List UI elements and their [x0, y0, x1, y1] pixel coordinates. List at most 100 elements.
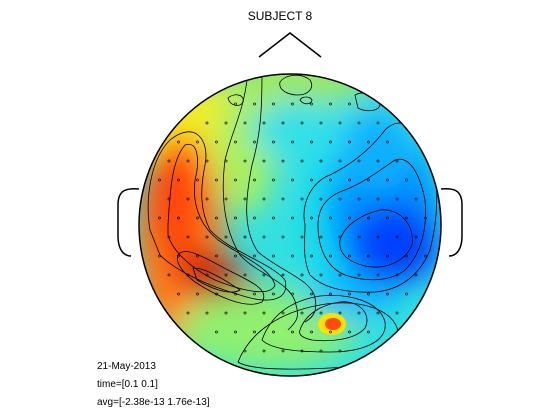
electrode-marker [215, 140, 218, 144]
electrode-marker [300, 273, 304, 277]
electrode-marker [234, 102, 237, 106]
electrode-marker [376, 197, 380, 201]
electrode-marker [310, 254, 313, 258]
electrode-marker [367, 216, 370, 220]
electrode-marker [338, 273, 342, 277]
electrode-marker [338, 349, 342, 353]
electrode-marker [310, 102, 313, 106]
electrode-marker [234, 216, 237, 220]
electrode-marker [367, 140, 370, 144]
electrode-marker [300, 349, 304, 353]
electrode-marker [205, 159, 209, 163]
electrode-markers [158, 102, 427, 353]
electrode-marker [291, 140, 294, 144]
electrode-marker [215, 178, 218, 182]
electrode-marker [272, 140, 275, 144]
electrode-marker [281, 235, 285, 239]
electrode-marker [329, 140, 332, 144]
electrode-marker [348, 292, 351, 296]
electrode-marker [205, 311, 209, 315]
electrode-marker [234, 178, 237, 182]
electrode-marker [186, 197, 190, 201]
electrode-marker [262, 235, 266, 239]
electrode-marker [348, 178, 351, 182]
electrode-marker [329, 330, 332, 334]
electrode-marker [291, 254, 294, 258]
electrode-marker [215, 254, 218, 258]
electrode-marker [319, 121, 323, 125]
electrode-marker [338, 159, 342, 163]
electrode-marker [243, 235, 247, 239]
electrode-marker [281, 197, 285, 201]
electrode-marker [310, 292, 313, 296]
electrode-marker [424, 216, 427, 220]
electrode-marker [167, 235, 171, 239]
electrode-marker [205, 197, 209, 201]
electrode-marker [281, 311, 285, 315]
electrode-marker [205, 235, 209, 239]
electrode-marker [300, 235, 304, 239]
electrode-marker [300, 121, 304, 125]
electrode-marker [329, 178, 332, 182]
electrode-marker [395, 311, 399, 315]
electrode-marker [253, 254, 256, 258]
nose-outline [258, 32, 322, 58]
electrode-marker [310, 178, 313, 182]
plot-info: 21-May-2013 time=[0.1 0.1] avg=[-2.38e-1… [97, 358, 210, 412]
electrode-marker [386, 216, 389, 220]
electrode-marker [405, 178, 408, 182]
electrode-marker [272, 102, 275, 106]
electrode-marker [395, 273, 399, 277]
time-label: time=[0.1 0.1] [97, 379, 158, 390]
electrode-marker [186, 235, 190, 239]
electrode-marker [348, 216, 351, 220]
electrode-marker [405, 254, 408, 258]
electrode-marker [329, 292, 332, 296]
electrode-marker [329, 216, 332, 220]
electrode-marker [348, 102, 351, 106]
electrode-marker [234, 254, 237, 258]
electrode-marker [243, 311, 247, 315]
electrode-marker [386, 178, 389, 182]
electrode-marker [224, 197, 228, 201]
electrode-marker [395, 197, 399, 201]
electrode-marker [205, 273, 209, 277]
electrode-marker [253, 292, 256, 296]
electrode-marker [186, 159, 190, 163]
electrode-marker [329, 254, 332, 258]
electrode-marker [234, 292, 237, 296]
electrode-marker [386, 254, 389, 258]
electrode-marker [395, 159, 399, 163]
electrode-marker [395, 235, 399, 239]
electrode-marker [177, 140, 180, 144]
electrode-marker [357, 197, 361, 201]
electrode-marker [357, 121, 361, 125]
electrode-marker [357, 311, 361, 315]
electrode-marker [348, 140, 351, 144]
electrode-marker [348, 254, 351, 258]
electrode-marker [386, 140, 389, 144]
electrode-marker [386, 292, 389, 296]
electrode-marker [300, 197, 304, 201]
electrode-marker [281, 159, 285, 163]
electrode-marker [224, 121, 228, 125]
electrode-marker [291, 102, 294, 106]
electrode-marker [376, 159, 380, 163]
electrode-marker [424, 254, 427, 258]
electrode-marker [177, 254, 180, 258]
electrode-marker [272, 292, 275, 296]
electrode-marker [414, 197, 418, 201]
electrode-marker [338, 197, 342, 201]
electrode-marker [357, 273, 361, 277]
electrode-marker [338, 311, 342, 315]
electrode-marker [234, 330, 237, 334]
date-label: 21-May-2013 [97, 361, 156, 372]
head-outline [138, 73, 442, 377]
electrode-marker [357, 235, 361, 239]
electrode-marker [262, 311, 266, 315]
electrode-marker [253, 140, 256, 144]
electrode-marker [338, 235, 342, 239]
electrode-marker [253, 178, 256, 182]
